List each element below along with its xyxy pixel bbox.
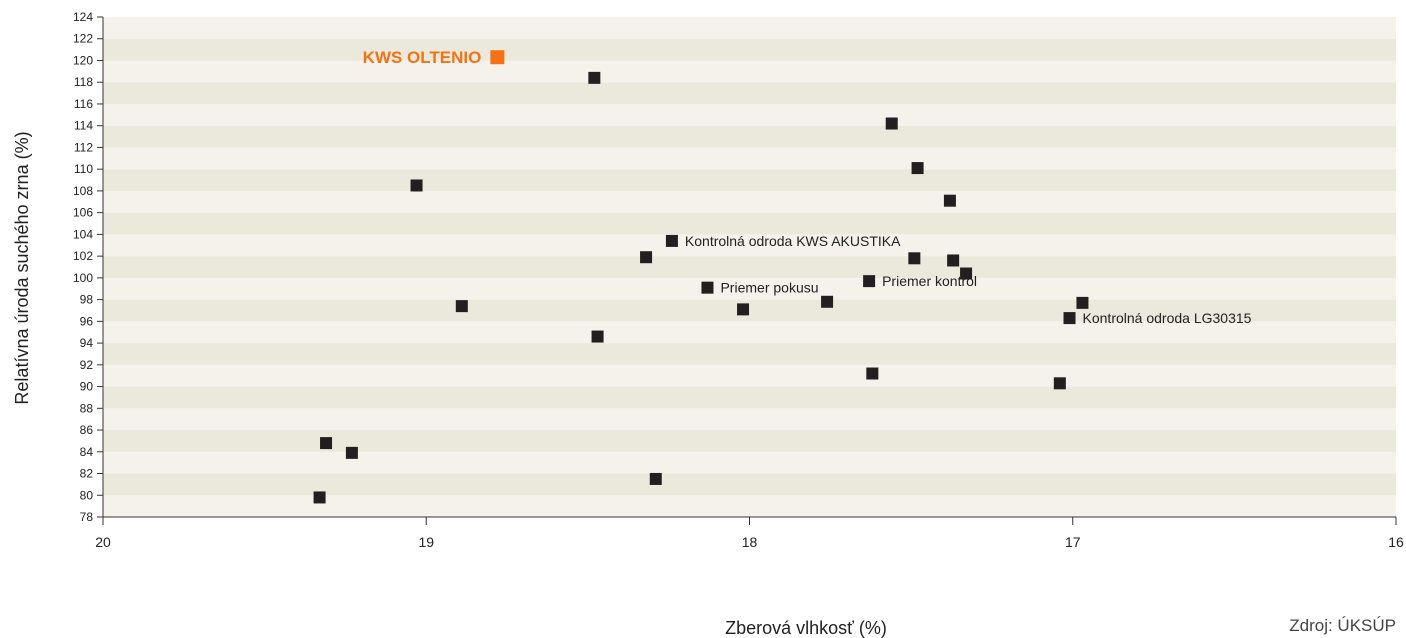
grid-band xyxy=(103,190,1396,213)
y-tick-label: 82 xyxy=(80,467,94,481)
y-tick-label: 116 xyxy=(74,97,93,111)
data-point xyxy=(960,267,973,280)
y-tick-label: 98 xyxy=(80,293,94,307)
grid-band xyxy=(103,103,1396,126)
y-tick-label: 84 xyxy=(80,445,94,459)
data-point xyxy=(863,275,876,288)
data-point xyxy=(911,162,924,175)
grid-band xyxy=(103,430,1396,452)
data-point xyxy=(943,194,956,207)
grid-band xyxy=(103,17,1396,39)
data-point xyxy=(665,234,678,247)
y-tick-label: 102 xyxy=(73,249,93,263)
y-tick-label: 120 xyxy=(73,53,93,67)
grid-band xyxy=(103,364,1396,387)
x-tick-label: 20 xyxy=(95,534,111,550)
grid-band xyxy=(103,256,1396,278)
grid-band xyxy=(103,321,1396,344)
data-point xyxy=(947,254,960,267)
data-point xyxy=(313,491,326,504)
y-tick-label: 118 xyxy=(74,75,93,89)
grid-band xyxy=(103,408,1396,431)
grid-band xyxy=(103,147,1396,170)
data-point xyxy=(821,295,834,308)
data-point-label: Priemer pokusu xyxy=(720,280,818,296)
grid-band xyxy=(103,60,1396,83)
y-tick-label: 100 xyxy=(73,271,93,285)
y-tick-label: 110 xyxy=(74,162,93,176)
y-tick-label: 86 xyxy=(80,423,94,437)
y-tick-label: 108 xyxy=(73,184,93,198)
data-point-label: Kontrolná odroda KWS AKUSTIKA xyxy=(685,233,901,249)
y-tick-label: 114 xyxy=(74,119,93,133)
data-point xyxy=(320,437,333,450)
y-tick-label: 122 xyxy=(73,32,93,46)
data-point xyxy=(455,300,468,313)
y-tick-label: 104 xyxy=(73,227,93,241)
grid-band xyxy=(103,473,1396,496)
data-point xyxy=(345,446,358,459)
grid-band xyxy=(103,451,1396,474)
data-point xyxy=(701,281,714,294)
data-point-label: Kontrolná odroda LG30315 xyxy=(1083,310,1252,326)
y-axis-title: Relatívna úroda suchého zrna (%) xyxy=(12,131,32,404)
y-tick-label: 92 xyxy=(80,358,94,372)
data-point xyxy=(885,117,898,130)
grid-band xyxy=(103,495,1396,517)
x-tick-label: 16 xyxy=(1388,534,1404,550)
y-tick-label: 112 xyxy=(74,140,93,154)
x-tick-label: 18 xyxy=(742,534,758,550)
x-axis-title: Zberová vlhkosť (%) xyxy=(725,618,887,638)
y-tick-label: 96 xyxy=(80,314,94,328)
data-point xyxy=(591,330,604,343)
grid-band xyxy=(103,343,1396,365)
data-point xyxy=(1053,377,1066,390)
x-tick-label: 19 xyxy=(418,534,434,550)
data-point-label: Priemer kontrol xyxy=(882,273,977,289)
data-point xyxy=(410,179,423,192)
data-point xyxy=(866,367,879,380)
data-point xyxy=(737,303,750,316)
data-point xyxy=(649,472,662,485)
background-bands xyxy=(103,17,1396,517)
y-tick-label: 106 xyxy=(73,206,93,220)
y-tick-label: 124 xyxy=(73,10,93,24)
y-tick-label: 88 xyxy=(80,401,94,415)
y-tick-label: 94 xyxy=(80,336,94,350)
data-point xyxy=(1076,296,1089,309)
data-points: Kontrolná odroda KWS AKUSTIKA Priemer kon… xyxy=(313,48,1252,504)
x-axis-ticks: 20 19 18 17 16 xyxy=(95,517,1404,550)
data-point xyxy=(1063,312,1076,325)
highlight-point xyxy=(490,50,505,65)
x-tick-label: 17 xyxy=(1065,534,1081,550)
data-point xyxy=(588,71,601,84)
grid-band xyxy=(103,169,1396,191)
source-note: Zdroj: ÚKSÚP xyxy=(1289,616,1396,635)
grid-band xyxy=(103,125,1396,148)
grid-band xyxy=(103,277,1396,300)
data-point xyxy=(640,251,653,264)
highlight-label: KWS OLTENIO xyxy=(363,48,482,67)
data-point xyxy=(908,252,921,265)
grid-band xyxy=(103,82,1396,104)
y-tick-label: 78 xyxy=(80,510,94,524)
grid-band xyxy=(103,38,1396,61)
y-axis-ticks: 78 80 82 84 86 88 90 92 94 96 98 100 102 104 106 108 110… xyxy=(73,10,103,524)
grid-band xyxy=(103,212,1396,235)
grid-band xyxy=(103,234,1396,257)
y-tick-label: 80 xyxy=(80,488,94,502)
grid-band xyxy=(103,386,1396,409)
y-tick-label: 90 xyxy=(80,380,94,394)
